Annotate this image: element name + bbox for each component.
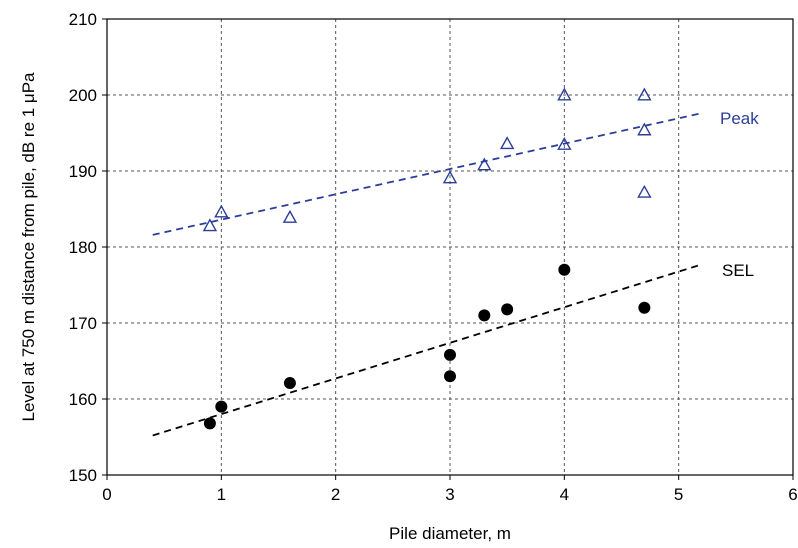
peak-point [637,184,652,198]
y-tick-label: 170 [69,314,97,333]
sel-trendline [152,263,702,437]
sel-point [558,263,571,276]
peak-point [202,218,218,232]
trendlines [152,112,702,437]
series-label-sel: SEL [722,261,754,280]
y-axis-title: Level at 750 m distance from pile, dB re… [19,72,38,422]
y-tick-label: 150 [69,466,97,485]
y-tick-label: 160 [69,390,97,409]
x-tick-label: 5 [674,485,683,504]
x-tick-label: 1 [217,485,226,504]
peak-point [557,136,572,150]
sel-point [283,377,296,390]
sel-point [444,370,456,383]
sel-point [215,400,228,413]
grid [107,19,793,475]
peak-point [637,87,652,101]
y-tick-label: 190 [69,162,97,181]
peak-point [442,170,458,184]
sel-point [203,417,216,430]
y-tick-label: 210 [69,10,97,29]
x-tick-label: 0 [102,485,111,504]
peak-trendline [152,112,702,236]
sel-point [478,309,491,322]
x-axis-title: Pile diameter, m [389,524,511,543]
x-tick-label: 2 [331,485,340,504]
x-tick-label: 6 [788,485,797,504]
y-axis-ticks: 150 160 170 180 190 200 210 [69,10,107,485]
peak-point [477,157,492,171]
x-tick-label: 3 [445,485,454,504]
x-tick-label: 4 [560,485,569,504]
sel-point [638,301,651,314]
peak-point [282,209,298,223]
y-tick-label: 180 [69,238,97,257]
peak-point [499,136,515,150]
x-axis-ticks: 0 1 2 3 4 5 6 [102,475,798,504]
sel-point [501,303,514,316]
peak-point [637,122,652,136]
peak-point [214,204,229,218]
data-points [202,87,652,430]
y-tick-label: 200 [69,86,97,105]
peak-point [557,87,572,101]
series-label-peak: Peak [720,109,759,128]
sel-point [444,348,456,361]
